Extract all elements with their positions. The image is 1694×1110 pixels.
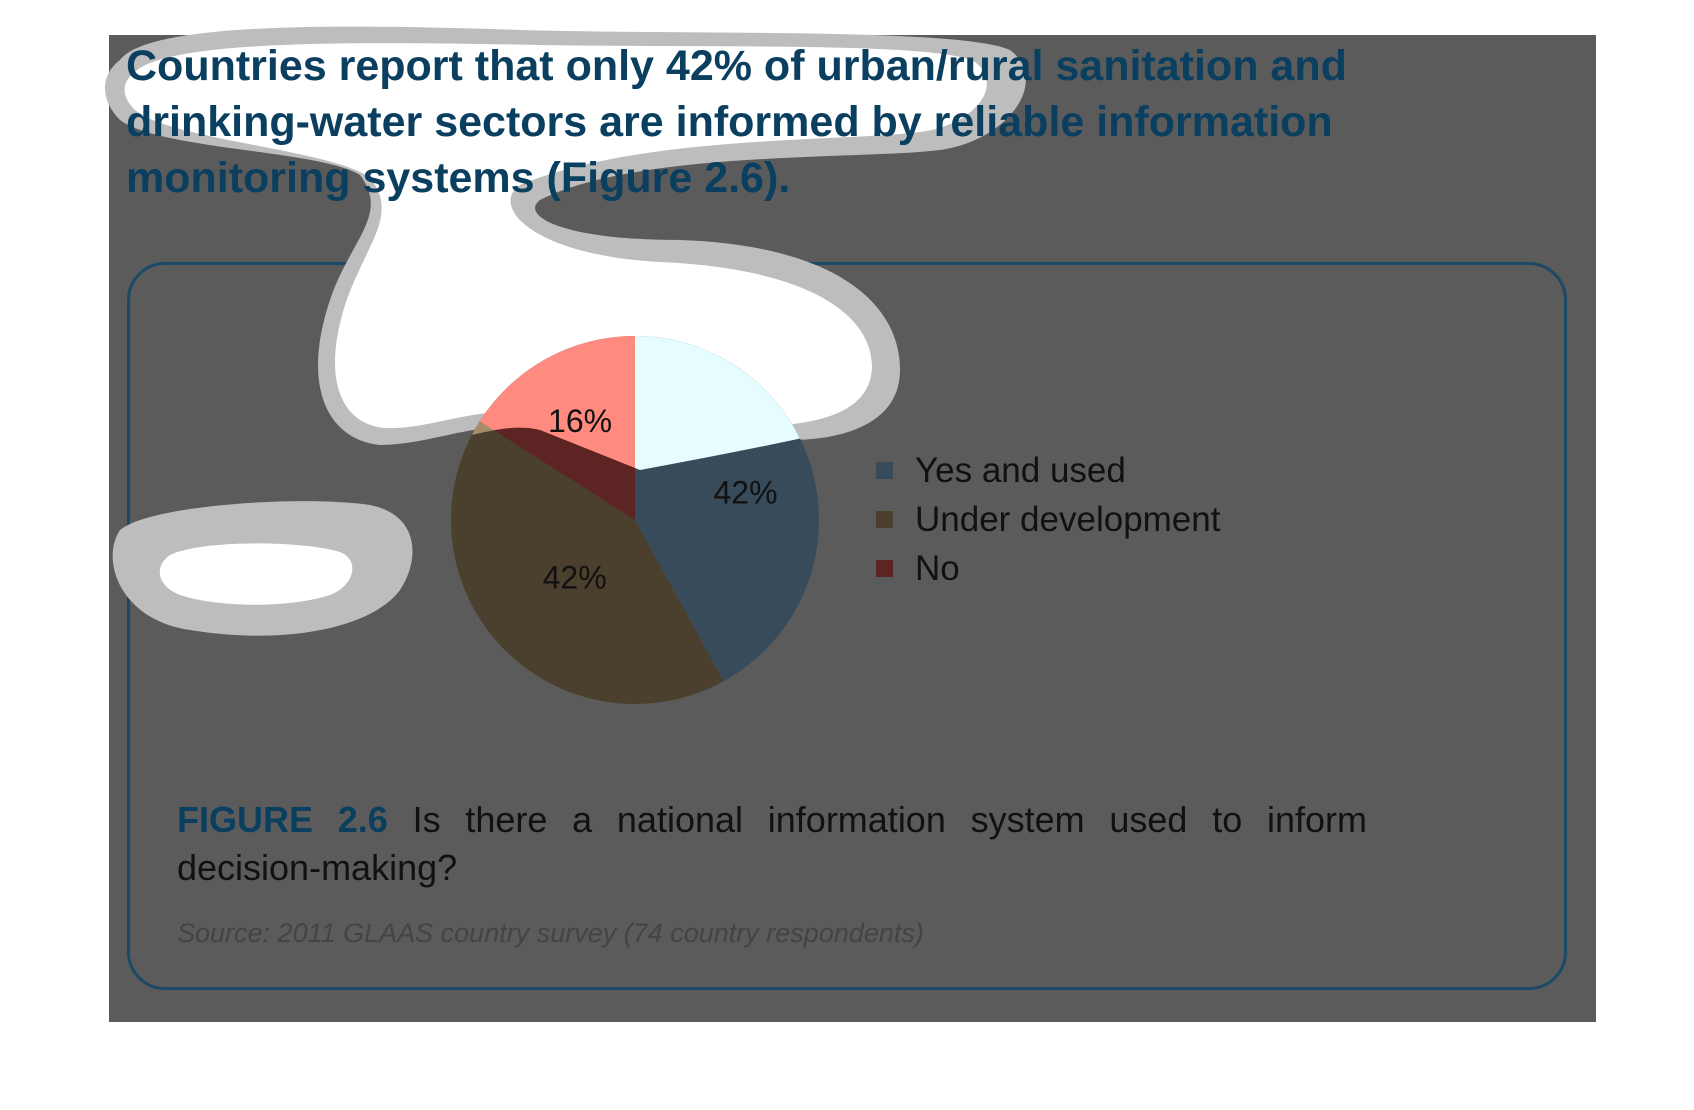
pie-labels: 42% 42% 16%	[543, 403, 778, 596]
data-label-under-development: 42%	[543, 560, 607, 596]
legend-swatch-no	[876, 560, 893, 577]
pie-slice-highlight-yes-and-used	[635, 336, 819, 470]
legend-item-no: No	[876, 544, 1220, 593]
legend-swatch-under-development	[876, 511, 893, 528]
legend-item-yes-and-used: Yes and used	[876, 446, 1220, 495]
legend: Yes and used Under development No	[876, 446, 1220, 593]
legend-swatch-yes-and-used	[876, 462, 893, 479]
data-label-yes-and-used: 42%	[713, 475, 777, 511]
figure-question: Is there a national information system u…	[177, 799, 1367, 888]
figure-caption: FIGURE 2.6 Is there a national informati…	[177, 796, 1367, 892]
legend-label-yes-and-used: Yes and used	[915, 450, 1126, 490]
legend-item-under-development: Under development	[876, 495, 1220, 544]
data-label-no: 16%	[548, 403, 612, 439]
legend-label-no: No	[915, 548, 960, 588]
figure-label: FIGURE 2.6	[177, 799, 388, 840]
pie-slice-highlight-no	[479, 336, 635, 470]
headline: Countries report that only 42% of urban/…	[126, 42, 1347, 202]
legend-label-under-development: Under development	[915, 499, 1221, 539]
source-note: Source: 2011 GLAAS country survey (74 co…	[177, 918, 924, 948]
pie-slice-under-development	[451, 421, 724, 705]
pie-highlight-layer	[451, 336, 819, 470]
figure-frame	[127, 262, 1567, 990]
